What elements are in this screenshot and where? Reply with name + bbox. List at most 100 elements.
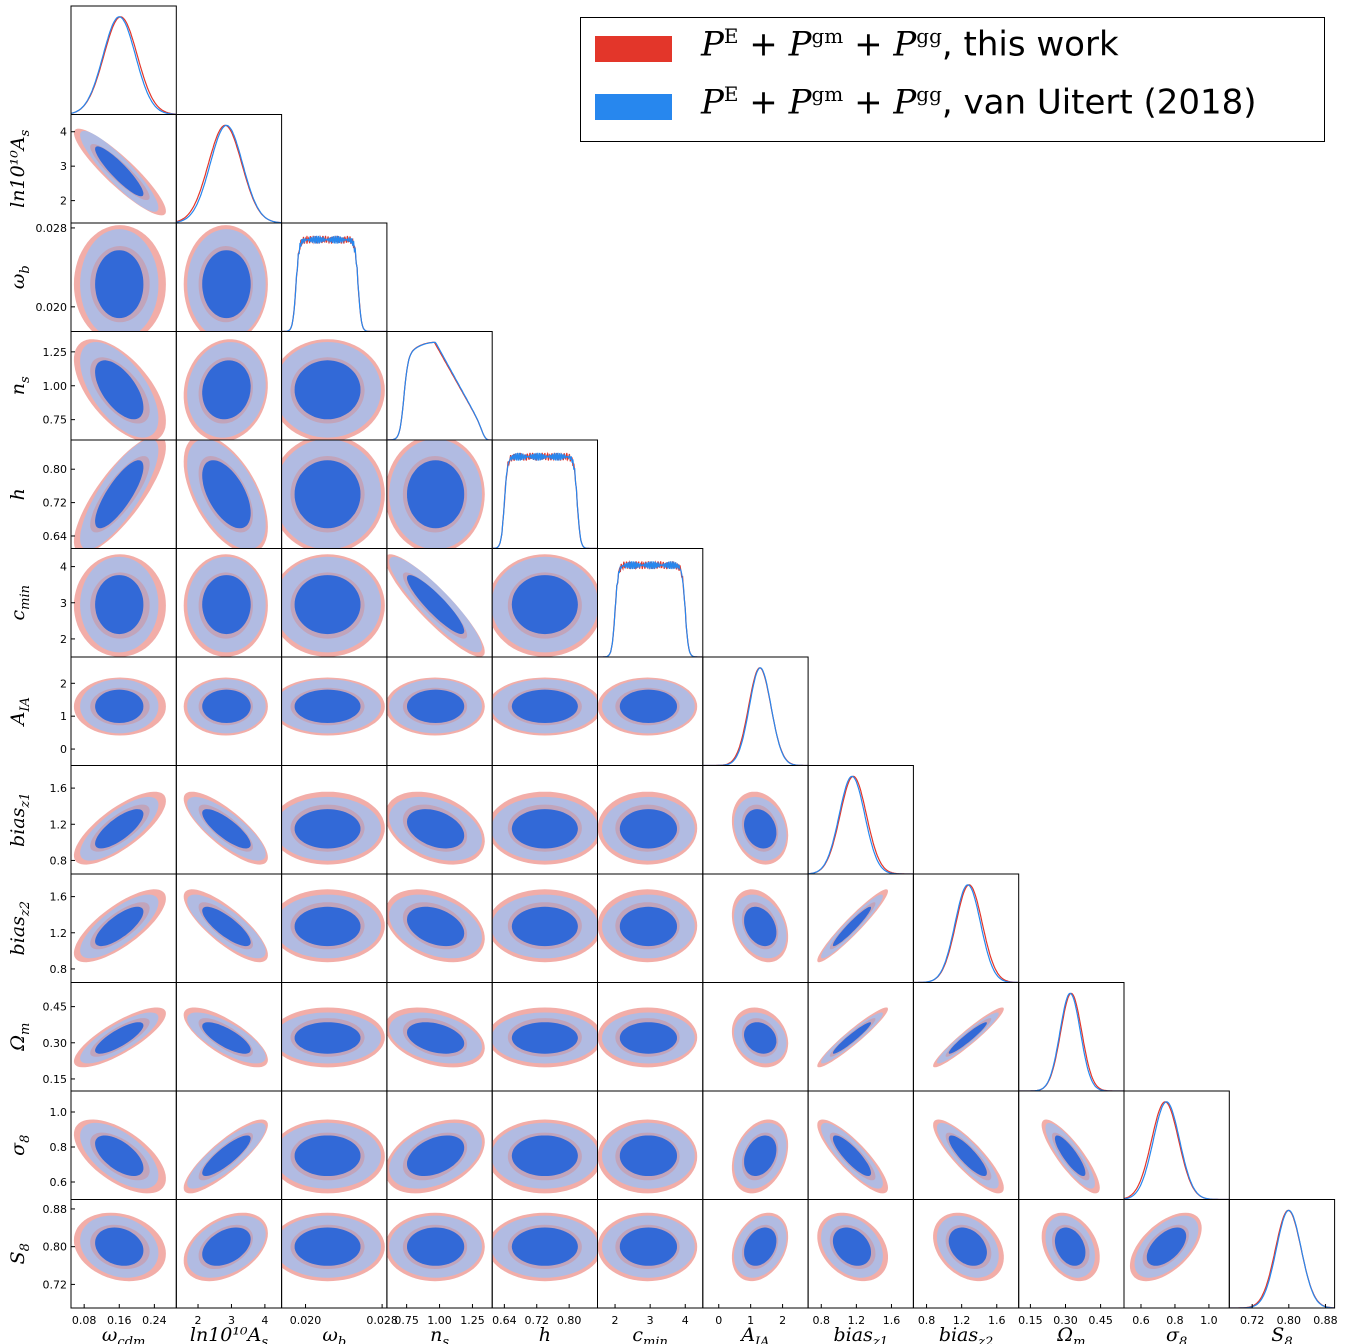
y-tick-label: 0.64 bbox=[43, 530, 68, 543]
contour-1sigma-van-uitert bbox=[407, 906, 465, 947]
x-tick-label: 1.00 bbox=[427, 1314, 452, 1327]
panel-10-5 bbox=[597, 1090, 704, 1200]
marginal-this-work bbox=[281, 234, 387, 332]
contour-1sigma-van-uitert bbox=[202, 1022, 251, 1054]
contour-1sigma-van-uitert bbox=[948, 1022, 987, 1054]
contour-1sigma-van-uitert bbox=[511, 906, 578, 947]
marginal-van-uitert bbox=[1229, 1209, 1335, 1308]
contour-1sigma-van-uitert bbox=[407, 809, 465, 849]
panel-10-9 bbox=[1018, 1090, 1125, 1200]
y-tick-label: 0.80 bbox=[43, 1241, 68, 1254]
panel-4-2 bbox=[281, 439, 388, 549]
panel-0-0 bbox=[70, 5, 177, 115]
panel-11-10: 0.6 0.8 1.0 bbox=[1123, 1199, 1230, 1327]
legend: PE + Pgm + Pgg, this work PE + Pgm + Pgg… bbox=[580, 17, 1325, 142]
panel-4-0: 0.64 0.72 0.80 bbox=[43, 439, 177, 549]
y-axis-label: ns bbox=[7, 376, 33, 395]
panel-11-2: 0.020 0.028 bbox=[281, 1199, 398, 1327]
panel-10-4 bbox=[491, 1090, 599, 1200]
x-axis-label: AIA bbox=[739, 1324, 769, 1344]
panel-5-5 bbox=[597, 548, 704, 658]
legend-label-this-work: PE + Pgm + Pgg, this work bbox=[701, 24, 1119, 65]
panel-8-2 bbox=[281, 873, 388, 983]
panel-9-7 bbox=[807, 982, 914, 1092]
contour-1sigma-van-uitert bbox=[95, 146, 144, 197]
panel-5-3 bbox=[386, 548, 493, 658]
contour-1sigma-van-uitert bbox=[202, 575, 251, 635]
panel-11-5: 2 3 4 bbox=[597, 1199, 704, 1327]
y-axis-label: σ8 bbox=[7, 1135, 33, 1156]
y-tick-label: 3 bbox=[60, 597, 67, 610]
panel-5-4 bbox=[491, 548, 599, 658]
y-tick-label: 0.30 bbox=[43, 1037, 68, 1050]
x-tick-label: 0.6 bbox=[1132, 1314, 1150, 1327]
contour-1sigma-van-uitert bbox=[202, 809, 251, 849]
marginal-van-uitert bbox=[913, 884, 1019, 983]
y-tick-label: 1 bbox=[60, 710, 67, 723]
x-tick-label: 3 bbox=[647, 1314, 654, 1327]
y-axis-label: biasz2 bbox=[7, 901, 33, 955]
x-tick-label: 0.028 bbox=[366, 1314, 398, 1327]
panel-11-9: 0.15 0.30 0.45 bbox=[1018, 1199, 1125, 1327]
marginal-van-uitert bbox=[1018, 992, 1124, 1091]
contour-1sigma-van-uitert bbox=[948, 1135, 987, 1176]
contour-1sigma-van-uitert bbox=[294, 360, 361, 420]
panel-10-8 bbox=[912, 1090, 1020, 1200]
marginal-van-uitert bbox=[281, 235, 387, 332]
x-tick-label: 0.24 bbox=[142, 1314, 167, 1327]
contour-1sigma-van-uitert bbox=[294, 460, 361, 529]
x-tick-label: 0.8 bbox=[918, 1314, 936, 1327]
panel-11-8: 0.8 1.2 1.6 bbox=[912, 1199, 1020, 1327]
y-tick-label: 0.88 bbox=[43, 1203, 68, 1216]
contour-1sigma-van-uitert bbox=[619, 1227, 677, 1266]
panel-10-1 bbox=[175, 1090, 283, 1200]
contour-1sigma-van-uitert bbox=[407, 575, 465, 634]
x-tick-label: 0.15 bbox=[1018, 1314, 1043, 1327]
panel-6-2 bbox=[281, 656, 388, 766]
panel-11-3: 0.75 1.00 1.25 bbox=[386, 1199, 493, 1327]
panel-6-4 bbox=[491, 656, 599, 766]
marginal-this-work bbox=[702, 667, 809, 766]
panel-9-2 bbox=[281, 982, 388, 1092]
x-tick-label: 4 bbox=[682, 1314, 689, 1327]
contour-1sigma-van-uitert bbox=[294, 809, 361, 849]
panel-7-4 bbox=[491, 765, 599, 875]
contour-1sigma-van-uitert bbox=[619, 906, 677, 947]
y-tick-label: 0.80 bbox=[43, 463, 68, 476]
contour-1sigma-van-uitert bbox=[744, 809, 777, 849]
contour-1sigma-van-uitert bbox=[407, 1227, 465, 1266]
x-tick-label: 0.08 bbox=[72, 1314, 97, 1327]
marginal-van-uitert bbox=[71, 16, 177, 115]
contour-1sigma-van-uitert bbox=[202, 460, 251, 529]
panel-7-6 bbox=[702, 765, 809, 875]
x-tick-label: 3 bbox=[228, 1314, 235, 1327]
panel-1-1 bbox=[175, 114, 283, 224]
y-tick-label: 1.6 bbox=[50, 891, 68, 904]
panel-9-9 bbox=[1018, 982, 1125, 1092]
panel-frame bbox=[70, 5, 177, 115]
y-tick-label: 0.6 bbox=[50, 1176, 68, 1189]
panel-7-2 bbox=[281, 765, 388, 875]
contour-1sigma-van-uitert bbox=[407, 1135, 465, 1176]
panel-5-2 bbox=[281, 548, 388, 658]
panel-8-3 bbox=[386, 873, 493, 983]
panel-4-1 bbox=[175, 439, 283, 549]
contour-1sigma-van-uitert bbox=[407, 460, 465, 529]
x-axis-label: biasz1 bbox=[834, 1324, 888, 1344]
x-tick-label: 1.2 bbox=[953, 1314, 971, 1327]
panel-9-3 bbox=[386, 982, 493, 1092]
x-axis-label: ωcdm bbox=[102, 1324, 145, 1344]
y-tick-label: 0 bbox=[60, 743, 67, 756]
panel-10-7 bbox=[807, 1090, 914, 1200]
panel-6-5 bbox=[597, 656, 704, 766]
panel-11-7: 0.8 1.2 1.6 bbox=[807, 1199, 914, 1327]
y-tick-label: 0.020 bbox=[36, 301, 68, 314]
contour-1sigma-van-uitert bbox=[619, 809, 677, 849]
contour-1sigma-van-uitert bbox=[511, 575, 578, 635]
contour-1sigma-van-uitert bbox=[511, 1022, 578, 1054]
x-axis-label: cmin bbox=[632, 1324, 668, 1344]
y-tick-label: 2 bbox=[60, 195, 67, 208]
y-tick-label: 2 bbox=[60, 677, 67, 690]
y-tick-label: 0.028 bbox=[36, 222, 68, 235]
